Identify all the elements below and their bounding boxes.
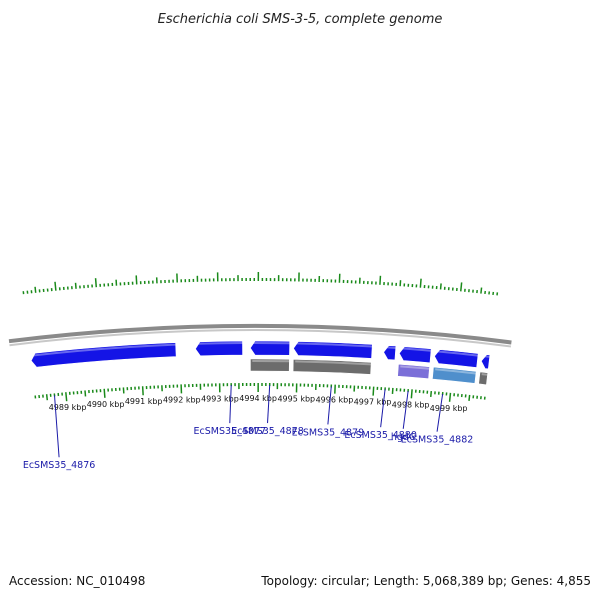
outer-tick — [480, 287, 483, 294]
gene-leader-line — [402, 390, 409, 429]
tick-label: 4991 kbp — [125, 397, 163, 406]
tick-label: 4992 kbp — [163, 395, 201, 404]
inner-tick — [372, 386, 375, 396]
feature-shine-9 — [295, 360, 372, 366]
ruler-labels: 4989 kbp 4990 kbp 4991 kbp 4992 kbp 4993 kbp… — [49, 394, 468, 413]
inner-tick — [65, 392, 68, 402]
feature-highlight_purple-10[interactable] — [397, 363, 430, 380]
tick-label: 4999 kbp — [430, 404, 468, 413]
gene-label[interactable]: EcSMS35_4876 — [23, 460, 96, 471]
backbone-line-inner — [9, 329, 512, 348]
gene-label[interactable]: EcSMS35_4879 — [292, 427, 365, 438]
feature-shine-7 — [483, 355, 490, 358]
tick-label: 4996 kbp — [316, 396, 354, 405]
feature-shine-4 — [385, 346, 396, 349]
feature-tracks — [30, 340, 491, 386]
feature-cds-7[interactable] — [480, 354, 491, 370]
genome-backbone — [8, 324, 512, 348]
accession-text: Accession: NC_010498 — [9, 574, 146, 588]
outer-tick — [54, 281, 57, 291]
inner-ruler — [34, 382, 486, 402]
inner-tick — [410, 389, 413, 399]
tick-label: 4995 kbp — [277, 394, 315, 403]
tick-label: 4998 kbp — [392, 400, 430, 409]
outer-tick — [459, 282, 463, 292]
feature-other-12[interactable] — [478, 371, 489, 386]
genome-summary-text: Topology: circular; Length: 5,068,389 bp… — [261, 574, 591, 588]
gene-leader-line — [380, 389, 386, 428]
gene-label[interactable]: EcSMS35_4882 — [401, 435, 474, 446]
gene-leader-line — [436, 394, 444, 432]
feature-shine-11 — [435, 368, 477, 375]
outer-tick — [34, 286, 37, 293]
gene-label[interactable]: EcSMS35_4878 — [231, 426, 304, 437]
inner-tick — [468, 394, 471, 401]
feature-other-9[interactable] — [292, 359, 372, 375]
tick-label: 4989 kbp — [49, 403, 87, 412]
feature-shine-3 — [295, 342, 373, 348]
outer-tick — [439, 283, 442, 290]
tick-label: 4994 kbp — [239, 394, 277, 403]
feature-shine-5 — [401, 347, 432, 352]
gene-label[interactable]: EcSMS35_4877 — [194, 426, 267, 437]
inner-tick — [141, 386, 144, 396]
inner-tick — [448, 392, 452, 402]
feature-cds-0[interactable] — [30, 342, 177, 368]
feature-cds-6[interactable] — [434, 349, 479, 368]
inner-tick — [430, 390, 433, 398]
gene-label[interactable]: EcSMS35_4880 — [344, 430, 417, 441]
feature-shine-10 — [400, 365, 430, 370]
feature-highlight_teal-11[interactable] — [432, 366, 477, 384]
feature-shine-1 — [197, 342, 243, 345]
feature-cds-4[interactable] — [383, 345, 397, 361]
tick-label: 4997 kbp — [354, 398, 392, 407]
outer-tick — [379, 275, 382, 285]
outer-ruler — [22, 272, 499, 296]
gene-leader-line — [54, 395, 60, 458]
tick-label: 4993 kbp — [201, 394, 239, 403]
backbone-line-outer — [8, 324, 512, 345]
inner-tick — [103, 388, 106, 398]
inner-tick — [45, 394, 49, 401]
feature-shine-6 — [436, 350, 479, 357]
feature-cds-3[interactable] — [293, 341, 373, 359]
map-title: Escherichia coli SMS-3-5, complete genom… — [158, 12, 443, 27]
feature-other-8[interactable] — [250, 358, 290, 372]
feature-cds-1[interactable] — [195, 340, 243, 357]
tick-label: 4990 kbp — [87, 400, 125, 409]
gene-leader-line — [229, 385, 232, 424]
feature-cds-2[interactable] — [250, 340, 291, 356]
outer-tick — [94, 278, 98, 288]
feature-cds-5[interactable] — [398, 346, 432, 364]
gene-leader-line — [267, 385, 271, 424]
inner-tick — [84, 390, 87, 397]
gene-leader-line — [327, 386, 332, 425]
gene-labels: EcSMS35_4876EcSMS35_4877EcSMS35_4878EcSM… — [23, 385, 473, 471]
outer-tick — [74, 282, 77, 289]
gene-label[interactable]: hgdC — [391, 432, 416, 443]
feature-shine-0 — [32, 343, 176, 357]
outer-tick — [419, 278, 422, 288]
outer-tick — [135, 275, 138, 285]
feature-shine-12 — [481, 373, 488, 376]
